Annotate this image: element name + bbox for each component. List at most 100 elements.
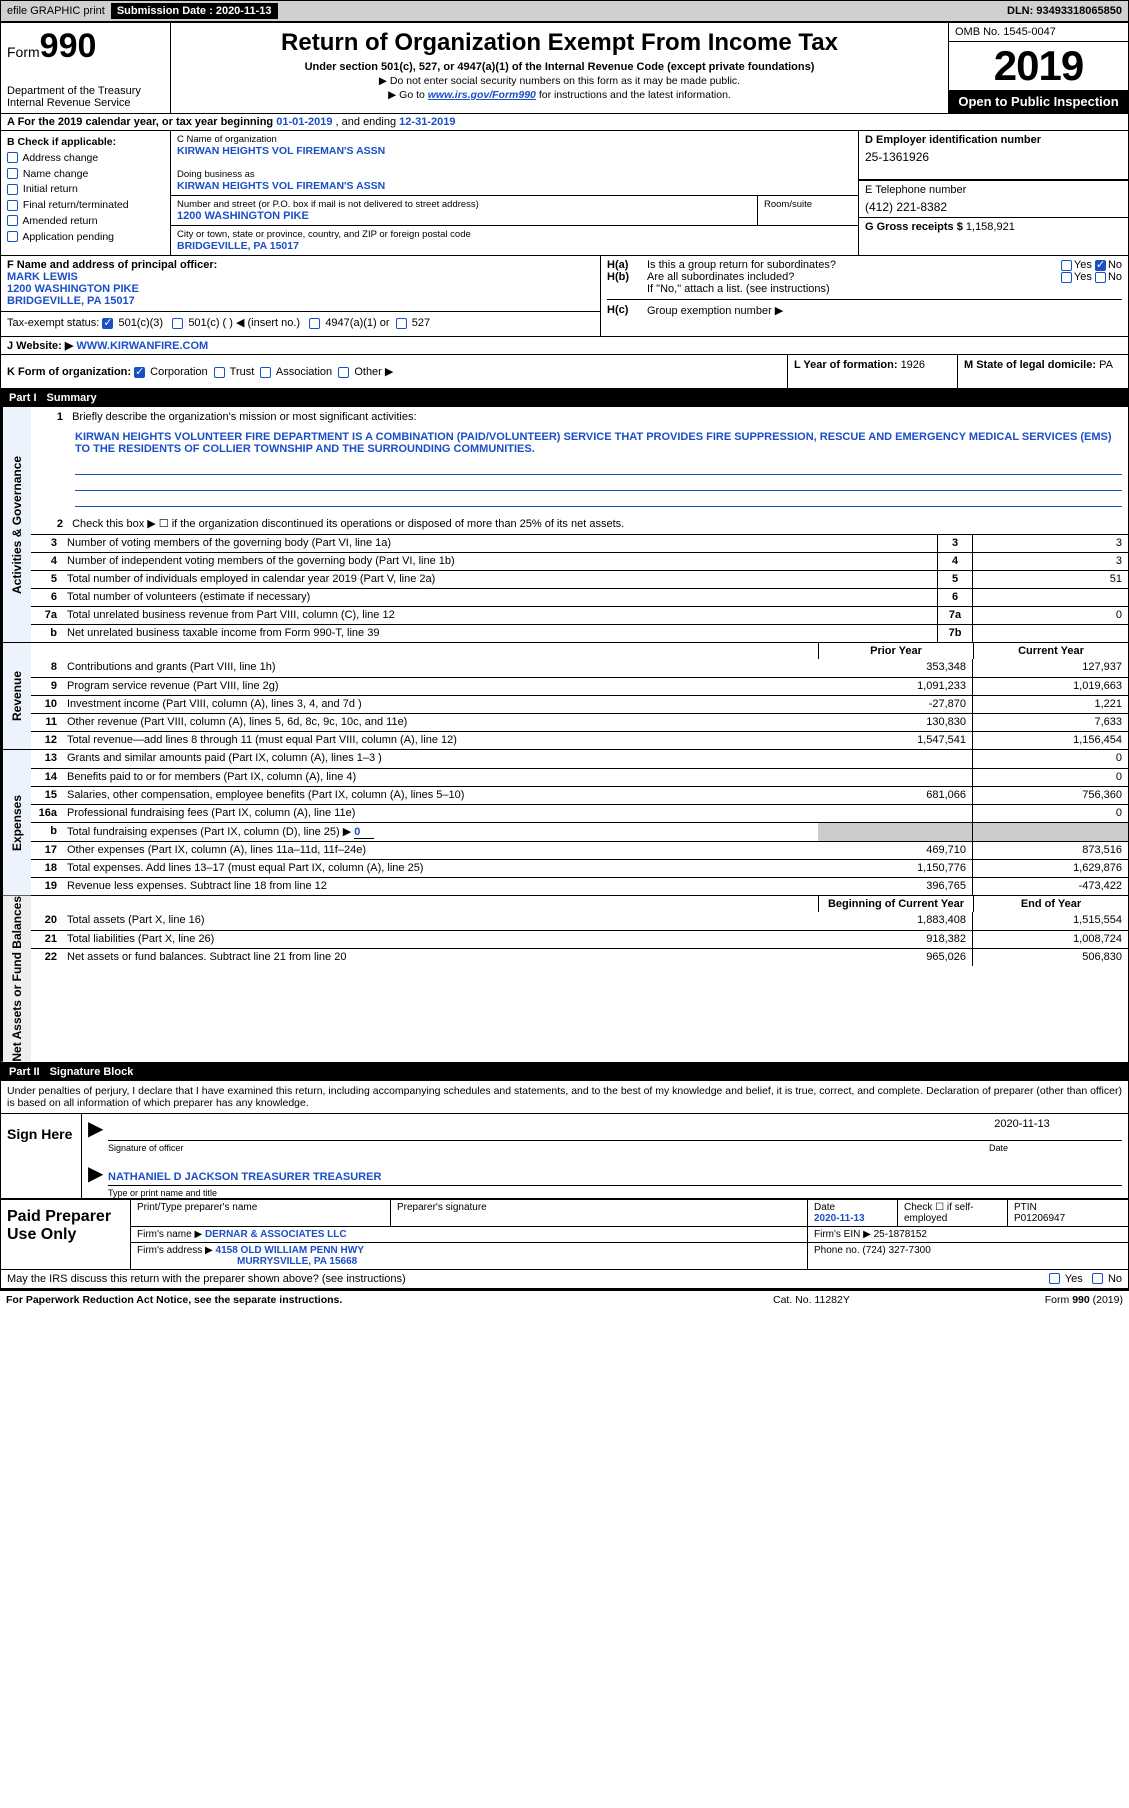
- omb-number: OMB No. 1545-0047: [949, 23, 1128, 42]
- officer-addr1: 1200 WASHINGTON PIKE: [7, 283, 139, 295]
- chk-name-change[interactable]: [7, 168, 18, 179]
- goto-prefix: ▶ Go to: [388, 89, 428, 101]
- chk-ha-no[interactable]: [1095, 260, 1106, 271]
- sign-here-block: Sign Here ▶ 2020-11-13 Signature of offi…: [1, 1114, 1128, 1199]
- lbl-4947: 4947(a)(1) or: [325, 317, 389, 329]
- ln-desc: Professional fundraising fees (Part IX, …: [63, 805, 818, 822]
- rev-line-8: 8Contributions and grants (Part VIII, li…: [31, 659, 1128, 677]
- hb-note: If "No," attach a list. (see instruction…: [607, 283, 1122, 295]
- ptin-val: P01206947: [1014, 1213, 1065, 1224]
- discuss-no: No: [1108, 1273, 1122, 1285]
- tab-net-assets: Net Assets or Fund Balances: [1, 896, 31, 1062]
- officer-label: F Name and address of principal officer:: [7, 259, 217, 271]
- hb-no: No: [1108, 271, 1122, 283]
- dln-label: DLN: 93493318065850: [1001, 3, 1128, 19]
- m-domicile: M State of legal domicile: PA: [958, 355, 1128, 388]
- chk-association[interactable]: [260, 367, 271, 378]
- begin-year-hdr: Beginning of Current Year: [818, 896, 973, 912]
- irs-link[interactable]: www.irs.gov/Form990: [428, 89, 536, 101]
- prep-sig-hdr: Preparer's signature: [391, 1200, 808, 1226]
- chk-trust[interactable]: [214, 367, 225, 378]
- dba-label: Doing business as: [177, 169, 852, 180]
- discuss-yes: Yes: [1065, 1273, 1083, 1285]
- firm-ein-label: Firm's EIN ▶: [814, 1229, 874, 1240]
- org-name: KIRWAN HEIGHTS VOL FIREMAN'S ASSN: [177, 145, 852, 157]
- prep-row-3: Firm's address ▶ 4158 OLD WILLIAM PENN H…: [131, 1243, 1128, 1269]
- firm-addr-1: 4158 OLD WILLIAM PENN HWY: [216, 1245, 364, 1256]
- header-right: OMB No. 1545-0047 2019 Open to Public In…: [948, 23, 1128, 113]
- officer-signature-field[interactable]: [108, 1116, 922, 1141]
- rev-line-12: 12Total revenue—add lines 8 through 11 (…: [31, 731, 1128, 749]
- chk-corporation[interactable]: [134, 367, 145, 378]
- l-year-formation: L Year of formation: 1926: [788, 355, 958, 388]
- chk-527[interactable]: [396, 318, 407, 329]
- rev-line-10: 10Investment income (Part VIII, column (…: [31, 695, 1128, 713]
- ln-desc: Net assets or fund balances. Subtract li…: [63, 949, 818, 966]
- submission-date-button[interactable]: Submission Date : 2020-11-13: [111, 3, 278, 19]
- chk-hb-no[interactable]: [1095, 272, 1106, 283]
- mission-blank-line-3: [75, 491, 1122, 507]
- prep-row-1: Print/Type preparer's name Preparer's si…: [131, 1200, 1128, 1227]
- sig-of-officer-label: Signature of officer: [108, 1143, 183, 1153]
- paid-preparer-label: Paid Preparer Use Only: [1, 1200, 131, 1269]
- firm-name-cell: Firm's name ▶ DERNAR & ASSOCIATES LLC: [131, 1227, 808, 1242]
- name-line: ▶ NATHANIEL D JACKSON TREASURER TREASURE…: [82, 1159, 1128, 1188]
- exp-line-14: 14Benefits paid to or for members (Part …: [31, 768, 1128, 786]
- ln-curr: 1,008,724: [973, 931, 1128, 948]
- ln-num: 18: [31, 860, 63, 877]
- ln-curr: 1,629,876: [973, 860, 1128, 877]
- line-1-label: Briefly describe the organization's miss…: [72, 411, 416, 423]
- chk-initial-return[interactable]: [7, 184, 18, 195]
- form-ref: Form 990 (2019): [973, 1294, 1123, 1306]
- website-link[interactable]: WWW.KIRWANFIRE.COM: [76, 340, 208, 352]
- ln-num: 16a: [31, 805, 63, 822]
- cat-no: Cat. No. 11282Y: [773, 1294, 973, 1306]
- chk-final-return[interactable]: [7, 200, 18, 211]
- chk-address-change[interactable]: [7, 152, 18, 163]
- ln-curr: 506,830: [973, 949, 1128, 966]
- chk-application-pending[interactable]: [7, 231, 18, 242]
- chk-discuss-yes[interactable]: [1049, 1273, 1060, 1284]
- col-h-group: H(a) Is this a group return for subordin…: [601, 256, 1128, 336]
- ln-prior: 1,883,408: [818, 912, 973, 930]
- ln-prior: 1,150,776: [818, 860, 973, 877]
- chk-hb-yes[interactable]: [1061, 272, 1072, 283]
- chk-discuss-no[interactable]: [1092, 1273, 1103, 1284]
- chk-501c[interactable]: [172, 318, 183, 329]
- row-a-mid: , and ending: [336, 116, 400, 128]
- ln-curr: -473,422: [973, 878, 1128, 895]
- gov-content: 1 Briefly describe the organization's mi…: [31, 407, 1128, 642]
- ln-num: 22: [31, 949, 63, 966]
- chk-4947[interactable]: [309, 318, 320, 329]
- line-3-num: 3: [31, 535, 63, 552]
- city-row: City or town, state or province, country…: [171, 225, 858, 255]
- ln-num: 8: [31, 659, 63, 677]
- lbl-501c: 501(c) ( ) ◀ (insert no.): [188, 317, 300, 329]
- rev-line-11: 11Other revenue (Part VIII, column (A), …: [31, 713, 1128, 731]
- firm-phone-cell: Phone no. (724) 327-7300: [808, 1243, 1128, 1269]
- line-2: 2 Check this box ▶ ☐ if the organization…: [31, 513, 1128, 534]
- exp-line-16a: 16aProfessional fundraising fees (Part I…: [31, 804, 1128, 822]
- firm-phone-val: (724) 327-7300: [862, 1245, 930, 1256]
- col-b-header: B Check if applicable:: [7, 136, 116, 148]
- chk-501c3[interactable]: [102, 318, 113, 329]
- line-5-box: 5: [937, 571, 973, 588]
- chk-amended[interactable]: [7, 215, 18, 226]
- k-left: K Form of organization: Corporation Trus…: [1, 355, 788, 388]
- chk-other[interactable]: [338, 367, 349, 378]
- ln-desc: Other revenue (Part VIII, column (A), li…: [63, 714, 818, 731]
- line-7b-val: [973, 625, 1128, 642]
- rev-content: Prior Year Current Year 8Contributions a…: [31, 643, 1128, 749]
- year-end: 12-31-2019: [399, 116, 455, 128]
- mission-text: KIRWAN HEIGHTS VOLUNTEER FIRE DEPARTMENT…: [31, 427, 1128, 459]
- city-state-zip: BRIDGEVILLE, PA 15017: [177, 240, 852, 252]
- ln-desc: Revenue less expenses. Subtract line 18 …: [63, 878, 818, 895]
- ln-curr: 0: [973, 750, 1128, 768]
- ha-checks: Yes No: [1061, 259, 1122, 271]
- sig-labels-1: Signature of officer Date: [82, 1143, 1128, 1153]
- ln-num: 17: [31, 842, 63, 859]
- chk-ha-yes[interactable]: [1061, 260, 1072, 271]
- net-line-20: 20Total assets (Part X, line 16)1,883,40…: [31, 912, 1128, 930]
- l-label: L Year of formation:: [794, 359, 901, 371]
- subtitle-2: ▶ Do not enter social security numbers o…: [179, 75, 940, 87]
